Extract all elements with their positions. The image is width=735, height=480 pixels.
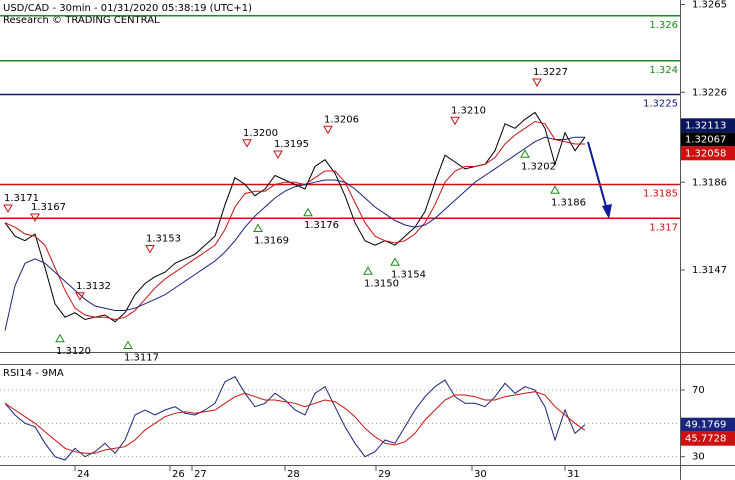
pivot-low: [363, 266, 373, 275]
price-box: [681, 417, 735, 432]
rsi-title: RSI14 - 9MA: [3, 368, 64, 379]
level-label: 1.3185: [643, 189, 678, 200]
series-line: [4, 136, 585, 331]
y-tick-label: 1.3147: [692, 265, 727, 276]
series-line: [4, 391, 586, 454]
pivot-high: [30, 213, 40, 223]
price-box-label: 1.32067: [685, 134, 726, 145]
pivot-label: 1.3202: [521, 161, 556, 172]
pivot-label: 1.3150: [364, 278, 399, 289]
pivot-label: 1.3210: [451, 105, 486, 116]
pivot-label: 1.3195: [274, 139, 309, 150]
price-box: [681, 431, 735, 446]
pivot-low: [520, 149, 530, 158]
pivot-label: 1.3117: [124, 353, 159, 364]
x-tick-label: 31: [567, 469, 580, 480]
pivot-label: 1.3171: [4, 193, 39, 204]
pivot-low: [253, 223, 263, 232]
y-tick-label: 1.3265: [692, 0, 727, 11]
x-tick-label: 30: [474, 469, 487, 480]
chart-title: USD/CAD - 30min - 01/31/2020 05:38:19 (U…: [3, 3, 252, 14]
pivot-label: 1.3169: [254, 236, 289, 247]
price-box: [681, 146, 735, 161]
pivot-label: 1.3200: [243, 128, 278, 139]
price-box: [681, 118, 735, 133]
y-tick-label: 1.3226: [692, 87, 727, 98]
pivot-high: [323, 125, 333, 135]
pivot-low: [55, 333, 65, 343]
level-label: 1.326: [649, 20, 678, 31]
pivot-label: 1.3132: [76, 281, 111, 292]
x-tick-label: 29: [378, 469, 391, 480]
x-tick-label: 28: [287, 469, 300, 480]
pivot-label: 1.3154: [391, 269, 426, 280]
level-label: 1.317: [649, 222, 678, 233]
level-label: 1.324: [649, 65, 678, 76]
forecast-arrow: [587, 141, 608, 211]
pivot-label: 1.3206: [324, 114, 359, 125]
x-tick-label: 26: [172, 469, 185, 480]
pivot-label: 1.3153: [146, 234, 181, 245]
pivot-label: 1.3227: [533, 67, 568, 78]
price-box-label: 49.1769: [685, 420, 726, 431]
pivot-label: 1.3186: [551, 197, 586, 208]
y-tick-label: 70: [692, 385, 705, 396]
level-label: 1.3225: [643, 99, 678, 110]
price-box-label: 45.7728: [685, 434, 726, 445]
x-tick-label: 24: [77, 469, 90, 480]
series-line: [4, 111, 586, 323]
y-tick-label: 1.3186: [692, 177, 727, 188]
pivot-high: [242, 139, 252, 148]
price-box-label: 1.32058: [685, 148, 726, 159]
series-line: [4, 120, 585, 321]
chart-subtitle: Research © TRADING CENTRAL: [3, 15, 160, 26]
pivot-low: [390, 257, 400, 266]
pivot-high: [450, 116, 460, 126]
x-tick-label: 27: [194, 469, 207, 480]
pivot-high: [145, 245, 155, 254]
pivot-low: [550, 185, 560, 194]
pivot-high: [532, 78, 542, 88]
pivot-low: [303, 207, 313, 217]
pivot-label: 1.3176: [304, 220, 339, 231]
pivot-high: [273, 150, 283, 160]
price-box: [681, 132, 735, 147]
y-tick-label: 30: [692, 452, 705, 463]
series-line: [4, 376, 586, 461]
price-box-label: 1.32113: [685, 120, 726, 131]
forecast-arrow-head: [602, 204, 612, 219]
pivot-high: [75, 292, 85, 301]
pivot-high: [3, 204, 13, 214]
pivot-low: [123, 340, 133, 349]
pivot-label: 1.3120: [56, 346, 91, 357]
pivot-label: 1.3167: [31, 202, 66, 213]
